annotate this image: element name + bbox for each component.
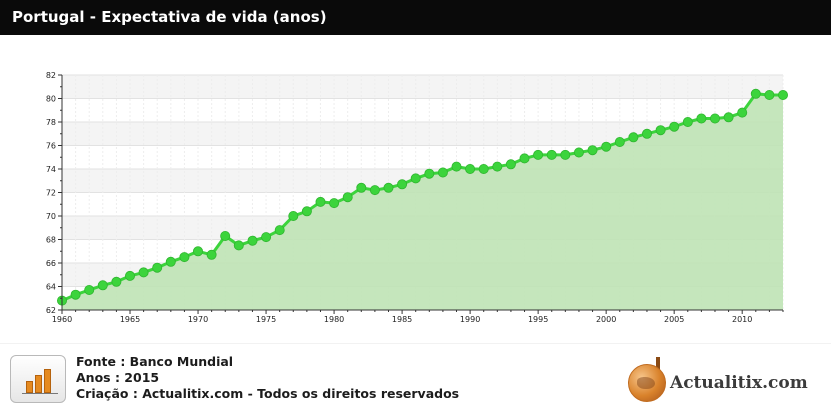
data-point <box>601 141 612 152</box>
footer-info: Fonte : Banco Mundial Anos : 2015 Criaçã… <box>76 354 459 402</box>
y-tick-label: 64 <box>46 283 56 292</box>
icon-axis <box>22 393 58 394</box>
icon-bar <box>44 369 51 393</box>
data-point <box>778 90 789 101</box>
data-point <box>165 256 176 267</box>
data-point <box>723 112 734 123</box>
data-point <box>261 232 272 243</box>
data-point <box>397 179 408 190</box>
data-point <box>737 107 748 118</box>
data-point <box>369 185 380 196</box>
data-point <box>465 163 476 174</box>
x-tick-label: 1980 <box>324 315 344 324</box>
data-point <box>152 262 163 273</box>
x-tick-label: 1990 <box>460 315 480 324</box>
x-tick-label: 1970 <box>188 315 208 324</box>
years-text: Anos : 2015 <box>76 370 160 385</box>
y-tick-label: 74 <box>46 165 56 174</box>
data-point <box>478 163 489 174</box>
data-point <box>274 225 285 236</box>
x-tick-label: 1975 <box>256 315 276 324</box>
plot-band <box>62 98 783 122</box>
data-point <box>587 145 598 156</box>
data-point <box>342 192 353 203</box>
data-point <box>573 147 584 158</box>
y-tick-label: 82 <box>46 71 56 80</box>
x-tick-label: 2005 <box>664 315 684 324</box>
data-point <box>329 198 340 209</box>
data-point <box>288 210 299 221</box>
brand-name: Actualitix.com <box>670 373 808 393</box>
data-point <box>233 240 244 251</box>
brand-logo[interactable]: Actualitix.com <box>626 357 826 405</box>
data-point <box>97 280 108 291</box>
data-point <box>764 90 775 101</box>
y-tick-label: 62 <box>46 306 56 315</box>
data-point <box>315 196 326 207</box>
data-point <box>125 270 136 281</box>
x-tick-label: 2010 <box>732 315 752 324</box>
data-point <box>206 249 217 260</box>
y-tick-label: 70 <box>46 212 56 221</box>
x-tick-label: 1985 <box>392 315 412 324</box>
data-point <box>247 235 258 246</box>
data-point <box>111 276 122 287</box>
x-tick-label: 2000 <box>596 315 616 324</box>
globe-icon <box>628 364 666 402</box>
y-tick-label: 68 <box>46 236 56 245</box>
data-point <box>750 88 761 99</box>
title-bar: Portugal - Expectativa de vida (anos) <box>0 0 831 35</box>
page-title: Portugal - Expectativa de vida (anos) <box>12 8 327 26</box>
data-point <box>192 246 203 257</box>
plot-band <box>62 75 783 99</box>
data-point <box>669 121 680 132</box>
data-point <box>410 173 421 184</box>
data-point <box>682 117 693 128</box>
x-tick-label: 1960 <box>52 315 72 324</box>
data-point <box>424 168 435 179</box>
data-point <box>138 267 149 278</box>
footer-divider <box>0 343 831 344</box>
y-tick-label: 78 <box>46 118 56 127</box>
data-point <box>546 149 557 160</box>
y-tick-label: 80 <box>46 95 56 104</box>
y-tick-label: 76 <box>46 142 56 151</box>
data-point <box>383 182 394 193</box>
data-point <box>519 153 530 164</box>
x-tick-label: 1995 <box>528 315 548 324</box>
data-point <box>505 159 516 170</box>
data-point <box>628 132 639 143</box>
data-point <box>560 149 571 160</box>
data-point <box>451 161 462 172</box>
data-point <box>301 206 312 217</box>
icon-bar <box>35 375 42 393</box>
data-point <box>642 128 653 139</box>
data-point <box>70 289 81 300</box>
icon-bar <box>26 381 33 393</box>
source-text: Fonte : Banco Mundial <box>76 354 234 369</box>
data-point <box>710 113 721 124</box>
y-tick-label: 66 <box>46 259 56 268</box>
creation-text: Criação : Actualitix.com - Todos os dire… <box>76 386 460 401</box>
data-point <box>533 149 544 160</box>
data-point <box>696 113 707 124</box>
data-point <box>492 161 503 172</box>
data-point <box>220 230 231 241</box>
plot-band <box>62 122 783 146</box>
data-point <box>655 125 666 136</box>
bar-chart-icon <box>10 355 66 403</box>
data-point <box>356 182 367 193</box>
data-point <box>437 167 448 178</box>
x-tick-label: 1965 <box>120 315 140 324</box>
chart-area: 62 64 66 68 70 72 74 76 78 80 82 1960 1965 1970 1975 19… <box>0 35 831 330</box>
y-tick-label: 72 <box>46 189 56 198</box>
life-expectancy-chart: 62 64 66 68 70 72 74 76 78 80 82 1960 1965 1970 1975 19… <box>46 71 789 324</box>
data-point <box>84 284 95 295</box>
data-point <box>614 137 625 148</box>
data-point <box>179 252 190 263</box>
